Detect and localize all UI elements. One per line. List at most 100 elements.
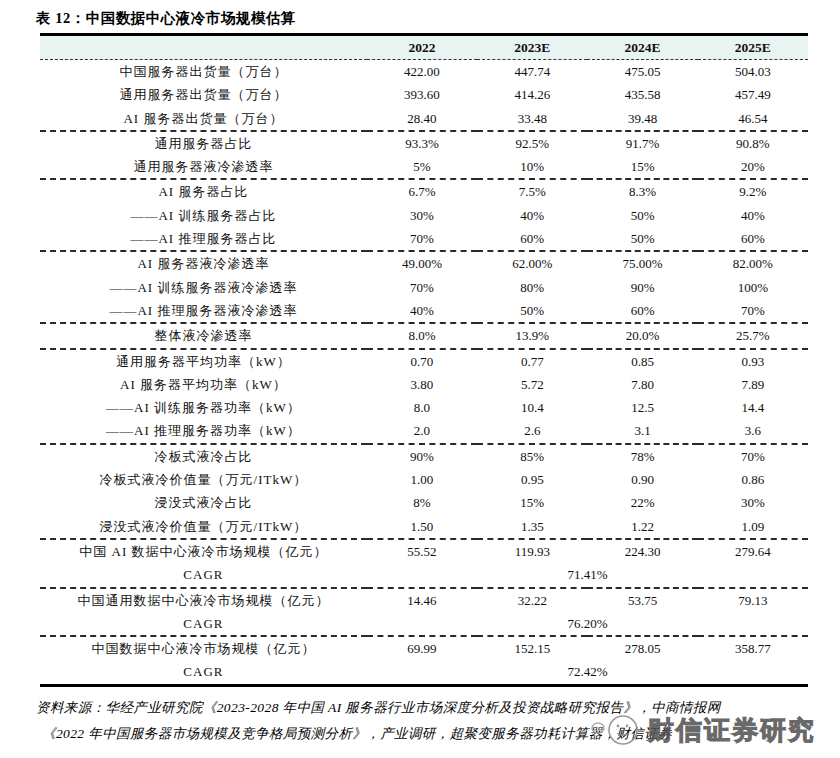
value-cell: 20% — [698, 155, 808, 179]
table-row: 浸没式液冷价值量（万元/ITkW）1.501.351.221.09 — [40, 515, 808, 539]
table-row: AI 服务器平均功率（kW）3.805.727.807.89 — [40, 373, 808, 396]
value-cell: 0.86 — [698, 468, 808, 491]
value-cell: 8.0% — [367, 323, 477, 348]
value-cell: 30% — [367, 204, 477, 227]
watermark-text: 财信证券研究 — [648, 713, 816, 748]
value-cell: 28.40 — [367, 107, 477, 131]
value-cell: 1.00 — [367, 468, 477, 491]
value-cell: 40% — [477, 204, 587, 227]
row-label: 浸没式液冷价值量（万元/ITkW） — [40, 515, 367, 539]
table-row: 中国服务器出货量（万台）422.00447.74475.05504.03 — [40, 60, 808, 84]
value-cell: 82.00% — [698, 251, 808, 275]
row-label: ——AI 推理服务器占比 — [40, 227, 367, 251]
value-cell: 30% — [698, 491, 808, 514]
header-year-2022: 2022 — [367, 35, 477, 60]
value-cell: 8.0 — [367, 396, 477, 419]
value-cell: 90% — [587, 276, 697, 299]
value-cell: 7.80 — [587, 373, 697, 396]
value-cell: 2.6 — [477, 419, 587, 443]
value-cell: 80% — [477, 276, 587, 299]
value-cell: 25.7% — [698, 323, 808, 348]
value-cell: 70% — [698, 299, 808, 323]
value-cell: 152.15 — [477, 636, 587, 660]
row-label: ——AI 推理服务器功率（kW） — [40, 419, 367, 443]
row-label: 冷板式液冷占比 — [40, 444, 367, 468]
value-cell: 358.77 — [698, 636, 808, 660]
row-label: CAGR — [40, 660, 367, 685]
smiley-logo-icon — [590, 712, 642, 748]
value-cell: 393.60 — [367, 83, 477, 106]
table-row: 中国数据中心液冷市场规模（亿元）69.99152.15278.05358.77 — [40, 636, 808, 660]
value-cell: 90% — [367, 444, 477, 468]
row-label: 冷板式液冷价值量（万元/ITkW） — [40, 468, 367, 491]
value-cell: 1.35 — [477, 515, 587, 539]
value-cell: 15% — [477, 491, 587, 514]
value-cell: 22% — [587, 491, 697, 514]
value-cell: 91.7% — [587, 131, 697, 155]
value-cell: 40% — [367, 299, 477, 323]
table-row: ——AI 推理服务器功率（kW）2.02.63.13.6 — [40, 419, 808, 443]
value-cell: 0.93 — [698, 349, 808, 373]
table-row: 浸没式液冷占比8%15%22%30% — [40, 491, 808, 514]
value-cell: 39.48 — [587, 107, 697, 131]
row-label: 整体液冷渗透率 — [40, 323, 367, 348]
row-label: ——AI 训练服务器液冷渗透率 — [40, 276, 367, 299]
cagr-value-cell: 76.20% — [367, 612, 808, 636]
value-cell: 279.64 — [698, 539, 808, 563]
row-label: AI 服务器出货量（万台） — [40, 107, 367, 131]
value-cell: 93.3% — [367, 131, 477, 155]
value-cell: 224.30 — [587, 539, 697, 563]
value-cell: 49.00% — [367, 251, 477, 275]
table-row: AI 服务器液冷渗透率49.00%62.00%75.00%82.00% — [40, 251, 808, 275]
row-label: ——AI 训练服务器占比 — [40, 204, 367, 227]
value-cell: 46.54 — [698, 107, 808, 131]
table-row: CAGR76.20% — [40, 612, 808, 636]
row-label: 浸没式液冷占比 — [40, 491, 367, 514]
value-cell: 20.0% — [587, 323, 697, 348]
table-row: ——AI 训练服务器液冷渗透率70%80%90%100% — [40, 276, 808, 299]
row-label: CAGR — [40, 612, 367, 636]
value-cell: 457.49 — [698, 83, 808, 106]
value-cell: 10% — [477, 155, 587, 179]
value-cell: 8% — [367, 491, 477, 514]
value-cell: 0.85 — [587, 349, 697, 373]
value-cell: 13.9% — [477, 323, 587, 348]
value-cell: 90.8% — [698, 131, 808, 155]
value-cell: 3.1 — [587, 419, 697, 443]
value-cell: 50% — [587, 227, 697, 251]
value-cell: 60% — [587, 299, 697, 323]
header-year-2023e: 2023E — [477, 35, 587, 60]
row-label: CAGR — [40, 563, 367, 587]
value-cell: 1.50 — [367, 515, 477, 539]
table-row: 通用服务器液冷渗透率5%10%15%20% — [40, 155, 808, 179]
table-row: ——AI 训练服务器占比30%40%50%40% — [40, 204, 808, 227]
value-cell: 14.46 — [367, 588, 477, 612]
table-row: 通用服务器出货量（万台）393.60414.26435.58457.49 — [40, 83, 808, 106]
value-cell: 32.22 — [477, 588, 587, 612]
value-cell: 12.5 — [587, 396, 697, 419]
value-cell: 119.93 — [477, 539, 587, 563]
cagr-value-cell: 71.41% — [367, 563, 808, 587]
value-cell: 0.95 — [477, 468, 587, 491]
value-cell: 435.58 — [587, 83, 697, 106]
value-cell: 6.7% — [367, 179, 477, 203]
row-label: AI 服务器平均功率（kW） — [40, 373, 367, 396]
value-cell: 3.6 — [698, 419, 808, 443]
value-cell: 50% — [587, 204, 697, 227]
value-cell: 100% — [698, 276, 808, 299]
row-label: 通用服务器出货量（万台） — [40, 83, 367, 106]
value-cell: 0.77 — [477, 349, 587, 373]
value-cell: 70% — [698, 444, 808, 468]
value-cell: 79.13 — [698, 588, 808, 612]
value-cell: 78% — [587, 444, 697, 468]
value-cell: 0.70 — [367, 349, 477, 373]
value-cell: 278.05 — [587, 636, 697, 660]
market-size-table: 2022 2023E 2024E 2025E 中国服务器出货量（万台）422.0… — [40, 33, 808, 687]
row-label: ——AI 训练服务器功率（kW） — [40, 396, 367, 419]
table-title: 表 12：中国数据中心液冷市场规模估算 — [0, 0, 840, 33]
table-row: 冷板式液冷价值量（万元/ITkW）1.000.950.900.86 — [40, 468, 808, 491]
row-label: 中国通用数据中心液冷市场规模（亿元） — [40, 588, 367, 612]
row-label: 通用服务器液冷渗透率 — [40, 155, 367, 179]
value-cell: 62.00% — [477, 251, 587, 275]
value-cell: 14.4 — [698, 396, 808, 419]
